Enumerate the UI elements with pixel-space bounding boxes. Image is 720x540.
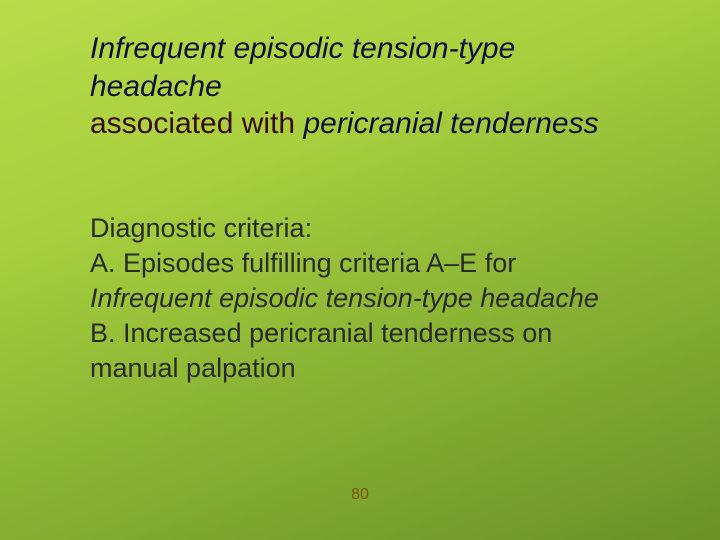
- page-number: 80: [0, 486, 720, 504]
- title-line-2: headache: [90, 70, 222, 103]
- slide: Infrequent episodic tension-type headach…: [0, 0, 720, 540]
- criteria-b-line-1: B. Increased pericranial tenderness on: [90, 316, 660, 351]
- slide-body: Diagnostic criteria: A. Episodes fulfill…: [90, 211, 660, 386]
- criteria-a-sub: Infrequent episodic tension-type headach…: [90, 281, 660, 316]
- criteria-b-line-2: manual palpation: [90, 351, 660, 386]
- title-line-3a: associated with: [90, 107, 295, 140]
- title-line-1: Infrequent episodic tension-type: [90, 32, 515, 65]
- slide-title: Infrequent episodic tension-type headach…: [90, 30, 660, 143]
- title-line-3b: pericranial tenderness: [295, 107, 599, 140]
- criteria-a-line: A. Episodes fulfilling criteria A–E for: [90, 246, 660, 281]
- criteria-heading: Diagnostic criteria:: [90, 211, 660, 246]
